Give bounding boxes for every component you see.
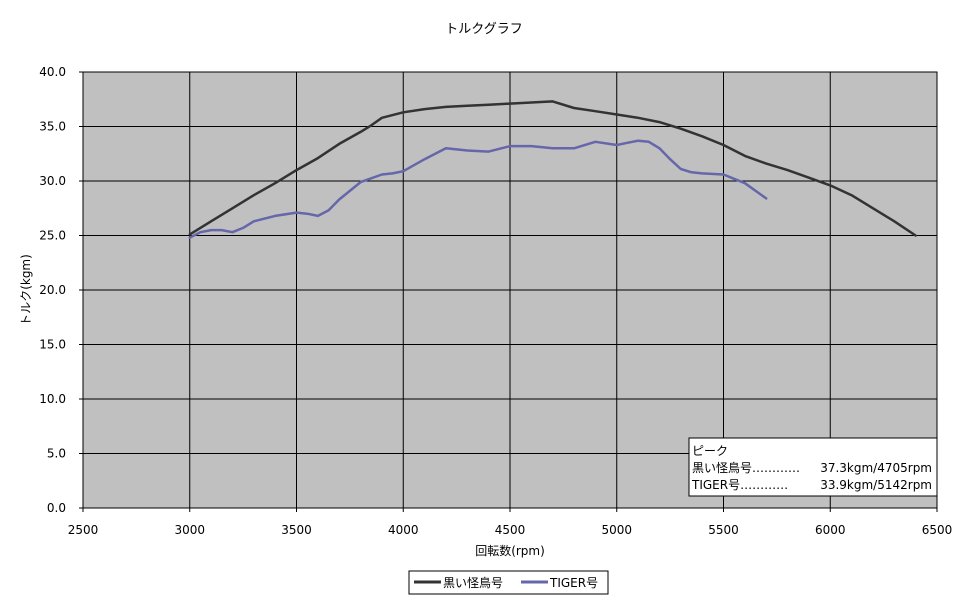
- y-tick-label: 5.0: [47, 447, 66, 461]
- y-tick-label: 35.0: [39, 120, 66, 134]
- peak-label-2: TIGER号…………: [691, 478, 788, 492]
- legend-label-series-1: 黒い怪鳥号: [443, 575, 503, 590]
- series-lines: [188, 100, 917, 239]
- x-tick-label: 5500: [708, 523, 739, 537]
- legend: 黒い怪鳥号 TIGER号: [408, 570, 609, 595]
- x-tick-label: 6500: [922, 523, 953, 537]
- x-tick-label: 3500: [281, 523, 312, 537]
- y-tick-label: 0.0: [47, 501, 66, 515]
- peak-annotation-box: [688, 437, 938, 497]
- legend-label-series-2: TIGER号: [549, 576, 598, 590]
- x-tick-label: 3000: [174, 523, 205, 537]
- peak-annotation: ピーク 黒い怪鳥号………… 37.3kgm/4705rpm TIGER号……………: [688, 437, 938, 497]
- peak-label-1: 黒い怪鳥号…………: [692, 460, 800, 475]
- y-tick-label: 15.0: [39, 338, 66, 352]
- chart-title: トルクグラフ: [445, 22, 522, 37]
- y-axis-label: トルク(kgm): [19, 254, 33, 326]
- x-axis-label: 回転数(rpm): [475, 543, 545, 558]
- y-tick-label: 20.0: [39, 283, 66, 297]
- peak-heading: ピーク: [692, 444, 728, 458]
- y-tick-label: 10.0: [39, 392, 66, 406]
- y-tick-label: 40.0: [39, 65, 66, 79]
- x-tick-label: 5000: [601, 523, 632, 537]
- x-tick-label: 4000: [388, 523, 419, 537]
- y-axis-ticks: 0.0 5.0 10.0 15.0 20.0 25.0 30.0 35.0 40.0: [39, 65, 83, 515]
- x-tick-label: 6000: [815, 523, 846, 537]
- x-tick-label: 4500: [495, 523, 526, 537]
- y-tick-label: 25.0: [39, 229, 66, 243]
- legend-box: [408, 570, 609, 595]
- series-line-2: [188, 139, 768, 239]
- y-tick-label: 30.0: [39, 174, 66, 188]
- x-axis-ticks: 2500 3000 3500 4000 4500 5000 5500 6000 6500: [68, 508, 953, 537]
- series-line-1: [188, 100, 917, 237]
- peak-value-2: 33.9kgm/5142rpm: [820, 478, 932, 492]
- x-tick-label: 2500: [68, 523, 99, 537]
- peak-value-1: 37.3kgm/4705rpm: [820, 461, 932, 475]
